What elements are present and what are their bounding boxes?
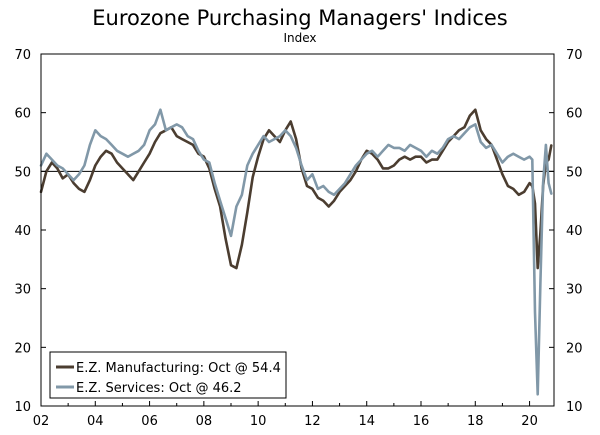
y-tick-label-right: 60 — [566, 107, 583, 122]
y-tick-label-right: 40 — [566, 224, 583, 239]
y-tick-label-left: 30 — [14, 283, 31, 298]
chart-title: Eurozone Purchasing Managers' Indices — [92, 6, 508, 30]
chart-subtitle: Index — [283, 31, 317, 45]
y-tick-label-right: 20 — [566, 341, 583, 356]
series-line-services — [39, 108, 553, 396]
series-line-manufacturing — [39, 108, 553, 270]
y-tick-label-right: 50 — [566, 165, 583, 180]
x-tick-label: 06 — [141, 414, 158, 429]
y-tick-label-left: 20 — [14, 341, 31, 356]
x-tick-label: 18 — [467, 414, 484, 429]
legend-label: E.Z. Services: Oct @ 46.2 — [76, 381, 242, 396]
x-tick-label: 08 — [196, 414, 213, 429]
axis-layer: 10 10 20 20 30 30 40 40 50 50 60 60 70 70 02 04 06 08 10 12… — [14, 48, 582, 429]
x-tick-label: 16 — [413, 414, 430, 429]
y-tick-label-left: 60 — [14, 107, 31, 122]
y-tick-label-left: 50 — [14, 165, 31, 180]
y-tick-label-right: 10 — [566, 400, 583, 415]
x-tick-label: 14 — [358, 414, 375, 429]
y-tick-label-right: 70 — [566, 48, 583, 63]
x-tick-label: 10 — [250, 414, 267, 429]
x-tick-label: 20 — [521, 414, 538, 429]
y-tick-label-right: 30 — [566, 283, 583, 298]
series-layer — [39, 108, 553, 396]
legend-box — [49, 351, 287, 399]
y-tick-label-left: 40 — [14, 224, 31, 239]
x-tick-label: 02 — [33, 414, 50, 429]
x-tick-label: 04 — [87, 414, 104, 429]
y-tick-label-left: 10 — [14, 400, 31, 415]
x-tick-label: 12 — [304, 414, 321, 429]
legend-label: E.Z. Manufacturing: Oct @ 54.4 — [76, 361, 281, 376]
legend: E.Z. Manufacturing: Oct @ 54.4 E.Z. Servi… — [49, 351, 287, 399]
y-tick-label-left: 70 — [14, 48, 31, 63]
